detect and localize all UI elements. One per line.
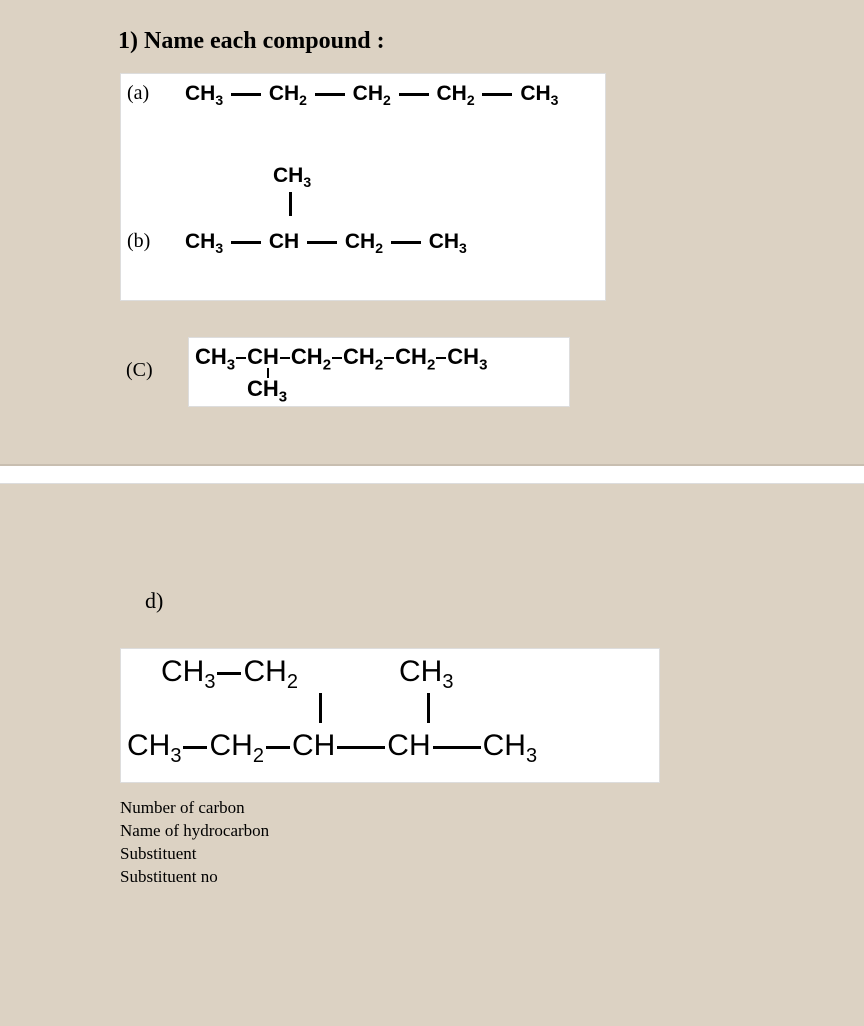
group: CH (399, 655, 442, 688)
bond-icon (399, 93, 429, 96)
vertical-bond-icon (427, 693, 430, 723)
group: CH (483, 729, 526, 762)
group: CH (247, 344, 279, 369)
answer-line: Number of carbon (120, 797, 864, 820)
section-divider (0, 464, 864, 484)
compound-b-branch: CH3 (273, 164, 311, 190)
group: CH (243, 655, 286, 688)
spacer (0, 484, 864, 528)
group: CH (209, 729, 252, 762)
bond-icon (384, 357, 394, 359)
bond-icon (236, 357, 246, 359)
answer-line: Name of hydrocarbon (120, 820, 864, 843)
group: CH (273, 164, 303, 187)
group: CH (520, 82, 550, 105)
compound-c-branch: CH3 (247, 376, 287, 405)
bond-icon (337, 746, 385, 749)
bond-icon (280, 357, 290, 359)
top-section: 1) Name each compound : (a) CH3 CH2 CH2 … (0, 0, 864, 464)
compound-d-formula: CH3CH2CHCHCH3 (127, 729, 537, 768)
bond-icon (307, 241, 337, 244)
group: CH (395, 344, 427, 369)
bond-icon (183, 746, 207, 749)
group: CH (269, 82, 299, 105)
bond-icon (217, 672, 241, 675)
answer-line: Substituent (120, 843, 864, 866)
bond-icon (391, 241, 421, 244)
group: CH (161, 655, 204, 688)
bond-icon (482, 93, 512, 96)
compound-d-top-right: CH3 (399, 655, 453, 694)
vertical-bond-icon (289, 192, 292, 216)
compound-c-wrap: (C) CH3CHCH2CH2CH2CH3 CH3 (120, 337, 864, 407)
answer-line: Substituent no (120, 866, 864, 889)
part-c-label: (C) (126, 359, 153, 382)
group: CH (447, 344, 479, 369)
compound-d-box: CH3CH2 CH3 CH3CH2CHCHCH3 (120, 648, 660, 783)
part-b-label: (b) (127, 230, 150, 253)
answer-prompts: Number of carbon Name of hydrocarbon Sub… (120, 797, 864, 889)
bond-icon (266, 746, 290, 749)
group: CH (185, 230, 215, 253)
group: CH (345, 230, 375, 253)
bond-icon (315, 93, 345, 96)
part-d-label: d) (145, 588, 864, 614)
group: CH (127, 729, 170, 762)
part-a-label: (a) (127, 82, 149, 105)
group: CH (353, 82, 383, 105)
bond-icon (433, 746, 481, 749)
group: CH (387, 729, 430, 762)
compound-a-formula: CH3 CH2 CH2 CH2 CH3 (185, 82, 558, 108)
group: CH (429, 230, 459, 253)
group: CH (343, 344, 375, 369)
bond-icon (231, 93, 261, 96)
compound-c-box: CH3CHCH2CH2CH2CH3 CH3 (188, 337, 570, 407)
question-title: 1) Name each compound : (118, 28, 864, 55)
group: CH (291, 344, 323, 369)
vertical-bond-icon (319, 693, 322, 723)
group: CH (185, 82, 215, 105)
bottom-section: d) CH3CH2 CH3 CH3CH2CHCHCH3 Number of ca… (0, 528, 864, 1026)
bond-icon (436, 357, 446, 359)
compound-b-formula: CH3 CH CH2 CH3 (185, 230, 467, 256)
bond-icon (231, 241, 261, 244)
group: CH (436, 82, 466, 105)
group: CH (195, 344, 227, 369)
compounds-ab-box: (a) CH3 CH2 CH2 CH2 CH3 CH3 (b) CH3 CH C… (120, 73, 606, 301)
group: CH (269, 230, 299, 253)
compound-c-formula: CH3CHCH2CH2CH2CH3 (195, 344, 487, 373)
group: CH (292, 729, 335, 762)
compound-d-top-left: CH3CH2 (161, 655, 298, 694)
bond-icon (332, 357, 342, 359)
group: CH (247, 376, 279, 401)
